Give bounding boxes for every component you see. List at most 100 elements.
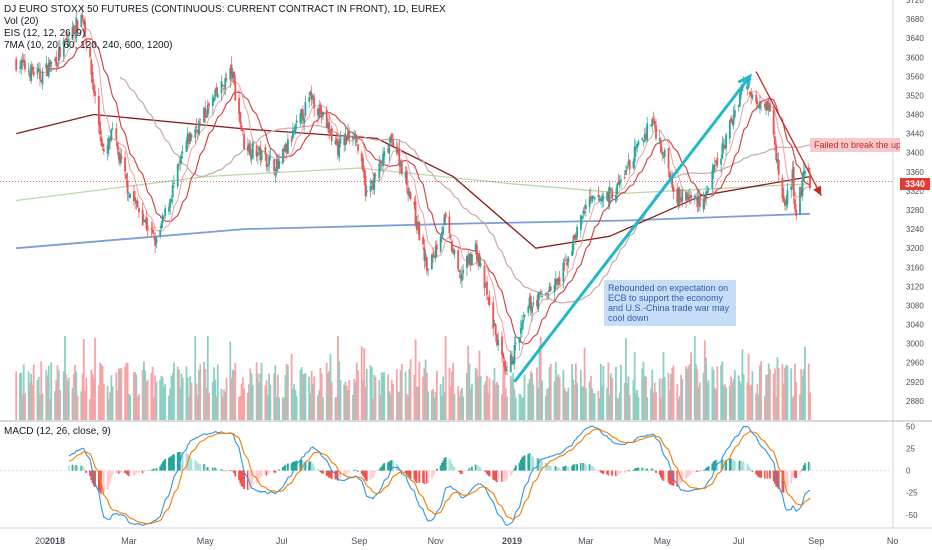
candle-body: [283, 147, 286, 151]
macd-histogram-bar: [786, 470, 789, 488]
macd-histogram-bar: [705, 468, 707, 471]
candle-body: [687, 197, 690, 201]
candle-body: [632, 161, 635, 168]
candle-body: [374, 175, 377, 177]
candle-body: [504, 366, 507, 371]
volume-bar: [216, 364, 219, 420]
volume-bar: [414, 339, 417, 420]
macd-histogram-bar: [214, 467, 217, 471]
candle-body: [176, 164, 179, 187]
candle-body: [693, 195, 696, 197]
volume-bar: [632, 380, 635, 420]
candle-body: [608, 187, 611, 205]
candle-body: [439, 237, 442, 252]
candle-body: [512, 360, 515, 364]
candle-body: [422, 237, 425, 245]
candle-body: [240, 125, 243, 131]
volume-bar: [425, 372, 428, 420]
volume-bar: [809, 392, 811, 420]
candle-body: [208, 103, 210, 106]
volume-bar: [246, 393, 249, 420]
candle-body: [169, 199, 172, 208]
volume-bar: [554, 362, 557, 420]
volume-bar: [633, 351, 636, 420]
macd-histogram-bar: [646, 468, 649, 471]
volume-bar: [537, 388, 540, 420]
macd-histogram-bar: [196, 463, 199, 471]
candle-body: [102, 148, 105, 152]
macd-histogram-bar: [129, 470, 132, 476]
candle-body: [513, 344, 516, 364]
macd-histogram-bar: [668, 470, 671, 485]
macd-histogram-bar: [433, 470, 436, 475]
volume-bar: [231, 369, 234, 420]
macd-histogram-bar: [556, 467, 558, 471]
candle-body: [407, 187, 409, 195]
volume-bar: [337, 336, 339, 420]
macd-histogram-bar: [617, 470, 620, 475]
volume-bar: [702, 372, 705, 420]
volume-bar: [39, 394, 41, 420]
volume-bar: [579, 369, 582, 420]
y-tick-label: 3040: [906, 321, 924, 330]
candle-body: [650, 124, 652, 127]
macd-histogram-bar: [564, 465, 567, 471]
macd-histogram-bar: [503, 470, 506, 482]
candle-body: [676, 188, 679, 204]
macd-histogram-bar: [170, 456, 173, 471]
candle-body: [615, 195, 617, 202]
candle-body: [233, 71, 235, 83]
candle-body: [109, 141, 111, 143]
macd-histogram-bar: [452, 466, 455, 471]
volume-bar: [636, 390, 639, 420]
rebound-annotation[interactable]: Rebounded on expectation on ECB to suppo…: [604, 280, 736, 326]
macd-histogram-bar: [471, 466, 473, 471]
candle-body: [731, 119, 734, 124]
candle-body: [66, 39, 69, 41]
macd-histogram-bar: [802, 465, 805, 471]
volume-bar: [24, 393, 26, 420]
volume-bar: [190, 382, 193, 420]
candle-body: [800, 190, 803, 195]
volume-bar: [124, 366, 127, 420]
macd-histogram-bar: [546, 463, 548, 471]
macd-histogram-bar: [636, 467, 639, 471]
volume-bar: [527, 383, 530, 420]
candle-body: [278, 160, 281, 169]
macd-histogram-bar: [466, 470, 468, 472]
candle-body: [215, 86, 218, 95]
candle-body: [259, 147, 262, 161]
ma-legend: 7MA (10, 20, 60, 120, 240, 600, 1200): [4, 40, 173, 51]
volume-bar: [790, 368, 793, 420]
candle-body: [467, 257, 470, 265]
candle-body: [383, 151, 386, 157]
volume-bar: [685, 366, 687, 420]
macd-histogram-bar: [462, 470, 465, 474]
volume-bar: [571, 363, 573, 420]
macd-histogram-bar: [360, 470, 363, 474]
macd-histogram-bar: [627, 469, 630, 471]
macd-histogram-bar: [698, 470, 701, 472]
candle-body: [142, 221, 145, 223]
volume-bar: [451, 371, 453, 420]
candle-body: [486, 281, 488, 295]
candle-body: [299, 113, 302, 124]
volume-bar: [589, 375, 592, 420]
candle-body: [597, 194, 600, 198]
macd-histogram-bar: [430, 470, 433, 480]
candle-body: [635, 147, 637, 150]
candle-body: [395, 146, 398, 154]
resistance-annotation[interactable]: Failed to break the upper re: [810, 138, 900, 152]
candle-body: [668, 172, 671, 180]
trend-arrow-head: [813, 185, 822, 196]
volume-bar: [317, 395, 319, 420]
macd-histogram-bar: [573, 464, 576, 471]
candle-body: [566, 261, 568, 266]
candle-body: [599, 198, 602, 201]
volume-bar: [539, 336, 542, 420]
candle-body: [618, 180, 621, 185]
volume-bar: [802, 369, 805, 420]
volume-bar: [251, 385, 254, 420]
macd-histogram-bar: [651, 468, 654, 471]
